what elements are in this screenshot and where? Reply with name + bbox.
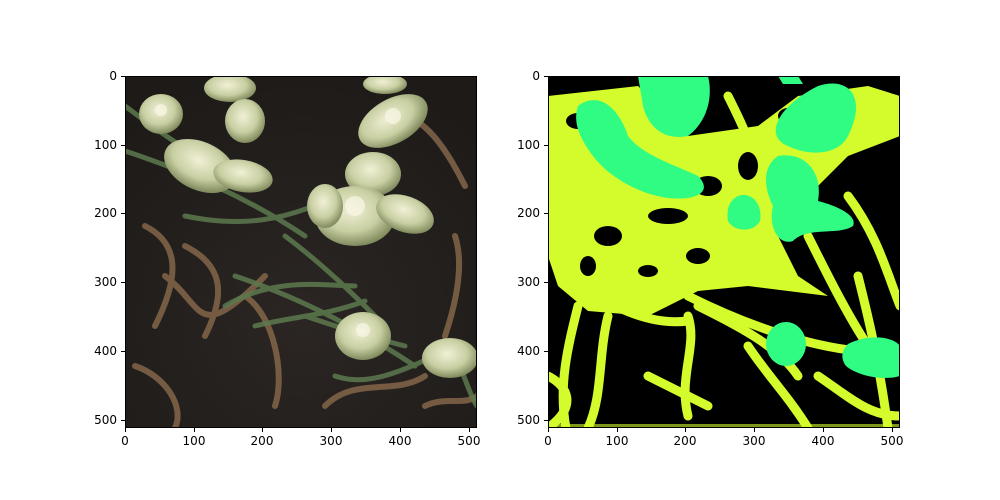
y-tick-mark	[121, 213, 125, 214]
x-tick-mark	[331, 428, 332, 432]
x-tick-label: 200	[665, 434, 705, 448]
y-tick-label: 400	[504, 345, 540, 357]
photo-panel: 0 100 200 300 400 500 0 100 200 300 400 …	[125, 76, 477, 428]
x-tick-mark	[823, 428, 824, 432]
y-tick-label: 300	[504, 276, 540, 288]
y-tick-label: 200	[504, 207, 540, 219]
y-tick-mark	[544, 213, 548, 214]
x-tick-mark	[754, 428, 755, 432]
x-tick-label: 100	[174, 434, 214, 448]
x-tick-mark	[125, 428, 126, 432]
x-tick-label: 400	[380, 434, 420, 448]
x-tick-mark	[469, 428, 470, 432]
y-tick-mark	[121, 420, 125, 421]
x-tick-mark	[617, 428, 618, 432]
y-tick-label: 200	[81, 207, 117, 219]
y-tick-mark	[121, 145, 125, 146]
y-tick-mark	[121, 351, 125, 352]
x-tick-label: 300	[734, 434, 774, 448]
x-tick-label: 200	[242, 434, 282, 448]
x-tick-label: 500	[449, 434, 489, 448]
x-tick-mark	[194, 428, 195, 432]
y-tick-label: 100	[81, 139, 117, 151]
y-tick-label: 400	[81, 345, 117, 357]
x-tick-mark	[548, 428, 549, 432]
mask-panel: 0 100 200 300 400 500 0 100 200 300 400 …	[548, 76, 900, 428]
x-tick-label: 100	[597, 434, 637, 448]
x-tick-mark	[685, 428, 686, 432]
y-tick-mark	[544, 76, 548, 77]
y-tick-mark	[544, 145, 548, 146]
x-tick-mark	[892, 428, 893, 432]
y-tick-label: 500	[81, 414, 117, 426]
y-tick-mark	[544, 351, 548, 352]
segmentation-mask	[548, 76, 900, 428]
x-tick-label: 0	[528, 434, 568, 448]
y-tick-label: 0	[81, 70, 117, 82]
x-tick-label: 300	[311, 434, 351, 448]
y-tick-mark	[121, 282, 125, 283]
y-tick-label: 300	[81, 276, 117, 288]
x-tick-label: 0	[105, 434, 145, 448]
y-tick-label: 500	[504, 414, 540, 426]
x-tick-mark	[262, 428, 263, 432]
y-tick-mark	[121, 76, 125, 77]
wheat-photo	[125, 76, 477, 428]
y-tick-label: 100	[504, 139, 540, 151]
y-tick-label: 0	[504, 70, 540, 82]
x-tick-label: 400	[803, 434, 843, 448]
y-tick-mark	[544, 282, 548, 283]
x-tick-label: 500	[872, 434, 912, 448]
y-tick-mark	[544, 420, 548, 421]
x-tick-mark	[400, 428, 401, 432]
